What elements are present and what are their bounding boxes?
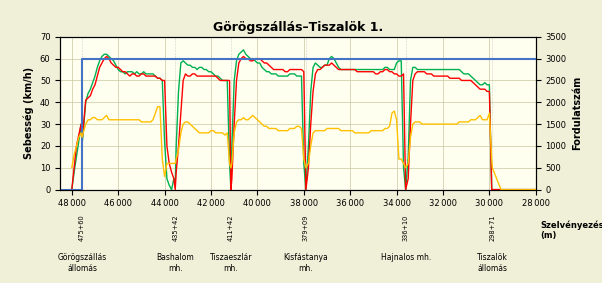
Text: Szelvényezés
(m): Szelvényezés (m) bbox=[541, 220, 602, 240]
Text: 411+42: 411+42 bbox=[228, 215, 234, 241]
Text: Hajnalos mh.: Hajnalos mh. bbox=[380, 254, 431, 263]
Y-axis label: Fordulatszám: Fordulatszám bbox=[572, 76, 582, 150]
Text: 435+42: 435+42 bbox=[172, 215, 178, 241]
Y-axis label: Sebesség (km/h): Sebesség (km/h) bbox=[24, 67, 34, 159]
Text: Tiszaeszlár
mh.: Tiszaeszlár mh. bbox=[209, 254, 252, 273]
Text: Kisfástanya
mh.: Kisfástanya mh. bbox=[284, 254, 328, 273]
Text: 298+71: 298+71 bbox=[489, 215, 495, 241]
Text: 379+09: 379+09 bbox=[303, 215, 309, 241]
Text: Bashalom
mh.: Bashalom mh. bbox=[157, 254, 194, 273]
Text: Tiszalök
állomás: Tiszalök állomás bbox=[477, 254, 508, 273]
Text: 475+60: 475+60 bbox=[79, 215, 85, 241]
Text: Görögszállás
állomás: Görögszállás állomás bbox=[57, 254, 107, 273]
Title: Görögszállás–Tiszalök 1.: Görögszállás–Tiszalök 1. bbox=[213, 21, 383, 34]
Text: 336+10: 336+10 bbox=[403, 215, 409, 241]
